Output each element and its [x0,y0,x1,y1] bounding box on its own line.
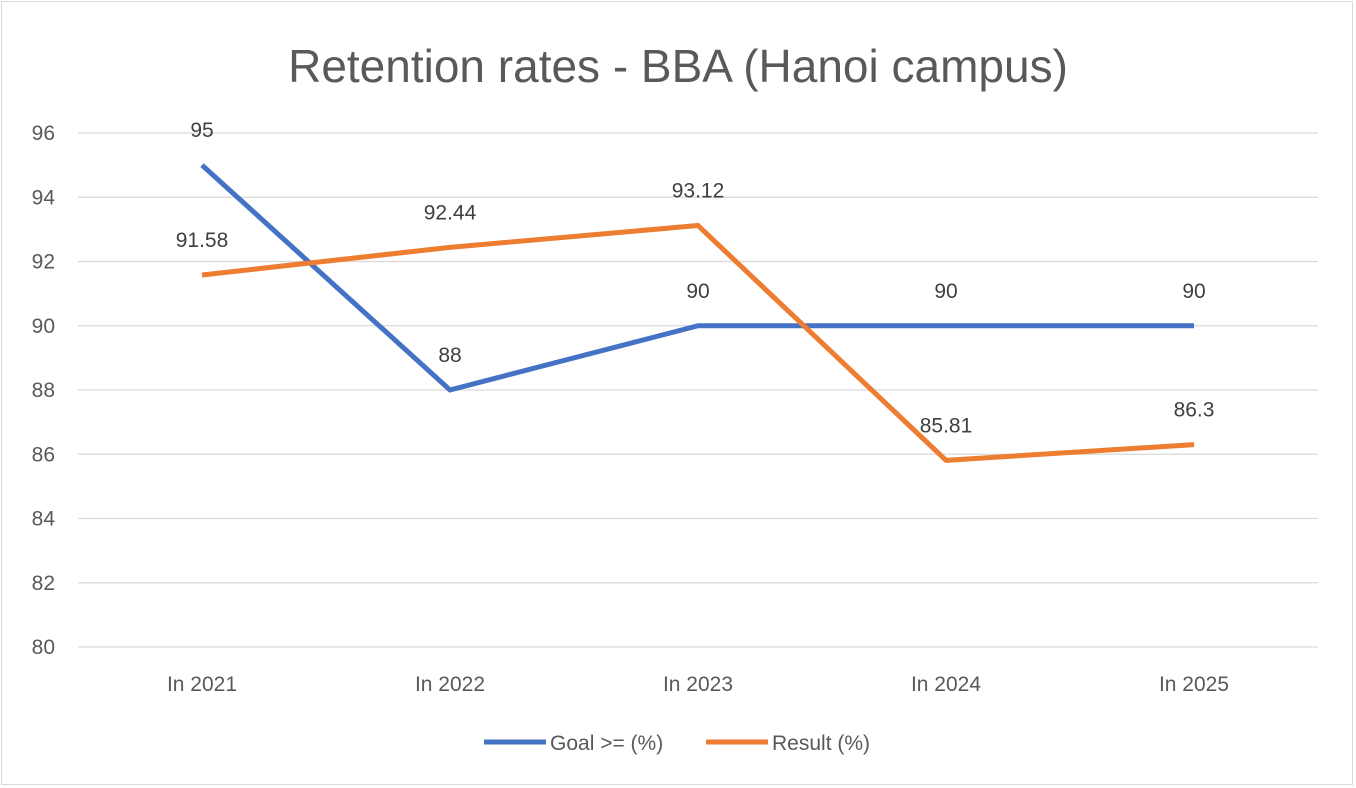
data-label: 95 [190,119,213,142]
data-label: 85.81 [920,414,973,437]
x-tick-label: In 2023 [663,673,733,696]
y-tick-label: 94 [32,186,56,209]
x-tick-label: In 2025 [1159,673,1229,696]
x-tick-label: In 2024 [911,673,981,696]
y-tick-label: 80 [32,636,55,659]
data-label: 88 [438,344,461,367]
x-tick-label: In 2021 [167,673,237,696]
y-tick-label: 88 [32,379,55,402]
y-tick-label: 86 [32,443,55,466]
data-label: 90 [1182,280,1205,303]
legend-label: Result (%) [772,732,870,755]
y-tick-label: 92 [32,251,55,274]
y-tick-label: 82 [32,572,55,595]
legend-label: Goal >= (%) [550,732,663,755]
x-tick-label: In 2022 [415,673,485,696]
y-tick-label: 96 [32,122,55,145]
data-label: 91.58 [176,229,229,252]
data-label: 86.3 [1174,399,1215,422]
chart-title: Retention rates - BBA (Hanoi campus) [288,40,1068,92]
y-tick-label: 90 [32,315,55,338]
data-label: 93.12 [672,180,725,203]
data-label: 90 [686,280,709,303]
y-tick-label: 84 [32,508,56,531]
series-line-result [201,223,1195,463]
data-label: 90 [934,280,957,303]
data-label: 92.44 [424,201,477,224]
